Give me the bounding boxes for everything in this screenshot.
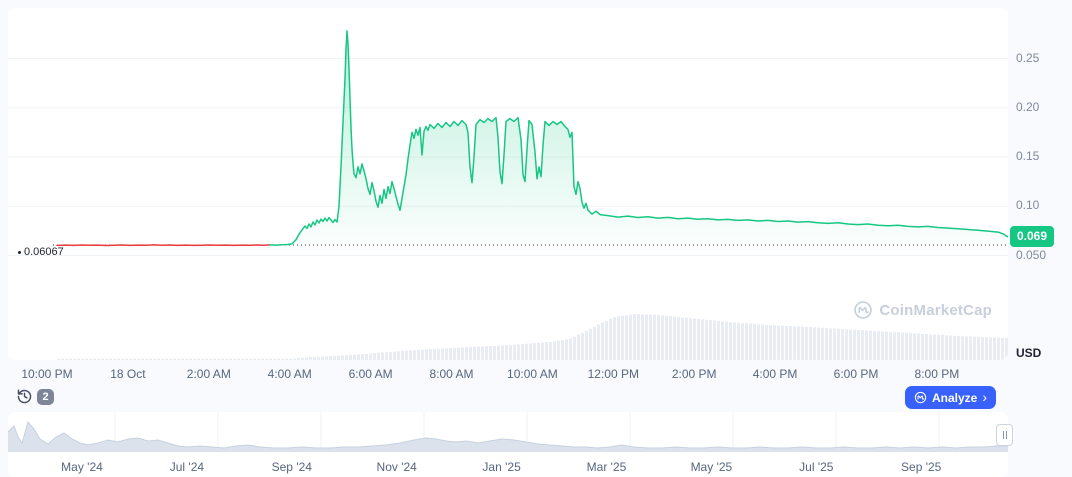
history-clock-icon (16, 388, 33, 405)
x-axis-tick: 4:00 AM (267, 367, 312, 381)
range-selector-tick: Jul '24 (169, 460, 205, 474)
x-axis-tick: 4:00 PM (752, 367, 798, 381)
drag-grip-line (1005, 431, 1007, 439)
range-selector-tick: Jan '25 (482, 460, 521, 474)
y-axis-tick: 0.25 (1016, 50, 1040, 65)
x-axis-tick: 2:00 PM (671, 367, 717, 381)
range-selector-tick: Mar '25 (586, 460, 627, 474)
price-chart[interactable] (8, 8, 1008, 360)
range-selector-tick: Jul '25 (799, 460, 834, 474)
analyze-button[interactable]: Analyze › (904, 386, 996, 409)
x-axis-tick: 6:00 PM (833, 367, 879, 381)
y-axis-tick: 0.15 (1016, 149, 1040, 163)
x-axis-tick: 12:00 PM (587, 367, 639, 381)
x-axis-tick: 6:00 AM (348, 367, 393, 381)
x-axis-tick: 10:00 PM (21, 367, 73, 381)
x-axis-tick: 2:00 AM (186, 367, 231, 381)
price-chart-card: 0.06067 CoinMarketCap (8, 8, 1008, 360)
range-selector-tick: Sep '25 (901, 460, 942, 474)
range-selector-chart[interactable] (8, 412, 1008, 452)
x-axis-tick: 18 Oct (110, 367, 146, 381)
current-price-badge: 0.069 (1010, 225, 1054, 247)
x-axis-tick: 10:00 AM (507, 367, 558, 381)
y-axis-tick: 0.050 (1016, 247, 1047, 262)
x-axis-tick: 8:00 AM (429, 367, 474, 381)
history-control[interactable]: 2 (16, 388, 54, 405)
drag-grip-line (1002, 431, 1004, 439)
history-count-badge: 2 (37, 388, 54, 405)
x-axis-tick: 8:00 PM (914, 367, 960, 381)
currency-label: USD (1016, 346, 1042, 360)
y-axis-tick: 0.20 (1016, 99, 1040, 114)
chevron-right-icon: › (982, 389, 987, 405)
range-selector-card: May '24 Jul '24 Sep '24 Nov '24 Jan '25 Mar '… (8, 412, 1008, 477)
range-selector-tick: May '25 (690, 460, 733, 474)
range-selector-tick: Sep '24 (271, 460, 312, 474)
range-selector-tick: Nov '24 (376, 460, 417, 474)
y-axis-tick: 0.10 (1016, 198, 1040, 213)
analyze-button-label: Analyze (931, 390, 978, 405)
range-selector-tick: May '24 (61, 460, 103, 474)
range-drag-handle[interactable] (996, 424, 1013, 446)
coinmarketcap-logo-icon (914, 391, 927, 404)
